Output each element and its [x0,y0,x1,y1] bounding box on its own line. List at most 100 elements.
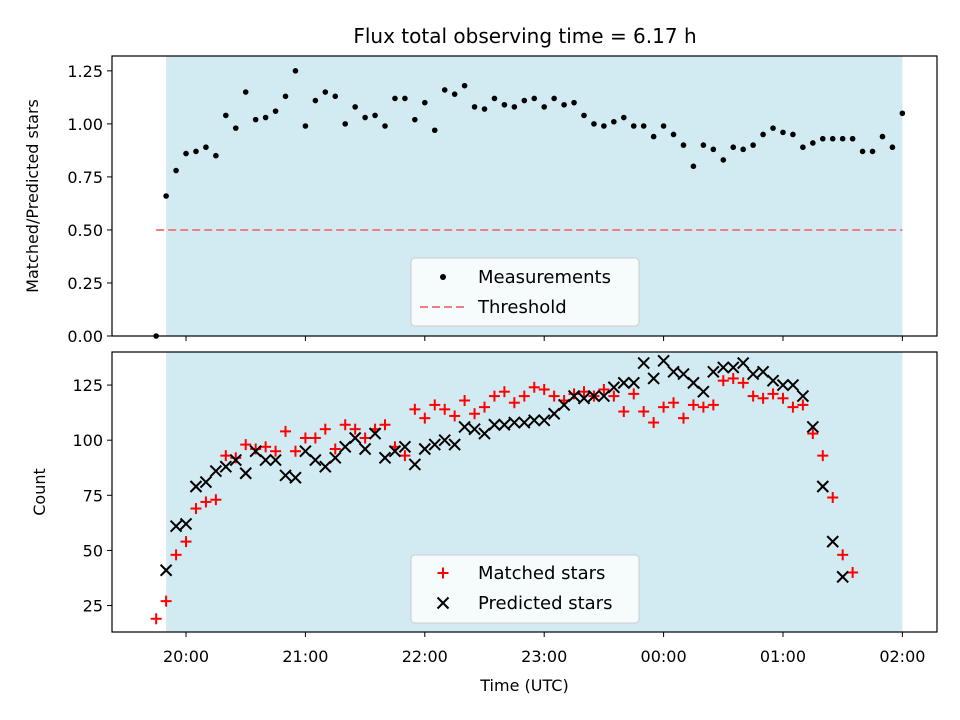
predicted-point [677,367,690,381]
predicted-point [707,365,720,379]
measurement-point [302,123,309,129]
predicted-point [647,372,660,385]
matched-point [538,383,550,395]
measurement-point [630,123,637,129]
measurement-point [780,129,786,136]
matched-point [717,375,729,387]
predicted-point [358,442,372,456]
measurement-point [431,127,438,134]
measurement-point [322,89,329,95]
measurement-point [521,97,528,104]
matched-point [807,428,819,440]
predicted-point [577,392,591,405]
measurement-point [412,116,418,123]
predicted-point [329,451,342,465]
ratio-legend-box [410,257,640,327]
measurement-point [720,157,727,163]
measurement-point [342,121,349,127]
matched-point [250,443,262,455]
matched-point [498,386,510,398]
matched-point [399,450,411,462]
predicted-point [518,416,531,429]
measurement-point [163,193,169,199]
predicted-point [697,385,710,398]
count-ytick-label: 75 [83,486,103,505]
legend-threshold-label: Threshold [477,297,567,318]
predicted-point [547,407,561,420]
xtick-label: 00:00 [641,647,687,666]
measurement-point [770,125,776,131]
predicted-point [289,471,302,484]
predicted-point [408,458,422,471]
count-ytick-label: 25 [83,597,103,616]
chart-title: Flux total observing time = 6.17 h [353,24,696,48]
predicted-point [746,367,760,381]
matched-point [379,419,391,431]
matched-point [488,390,500,402]
predicted-point [229,453,242,467]
matched-point [299,432,311,444]
measurement-point [203,144,209,151]
matched-point [289,445,301,457]
predicted-point [766,374,780,387]
count-ytick-label: 125 [72,376,103,395]
matched-point [648,417,660,429]
predicted-point [567,389,581,403]
measurement-point [382,123,388,129]
predicted-point [717,361,730,374]
matched-point [568,388,580,400]
legend-matched-label: Matched stars [478,563,605,584]
predicted-point [508,416,521,429]
measurement-point [611,118,617,125]
matched-point [628,388,640,400]
measurement-point [173,167,179,174]
measurement-point [700,142,707,148]
matched-point [200,496,212,508]
matched-point [817,450,829,462]
measurement-point [581,112,587,119]
matched-point [777,392,789,404]
measurement-point [889,144,896,151]
matched-point [190,503,202,515]
matched-point [737,377,749,389]
matched-point [727,372,739,384]
predicted-point [368,427,382,440]
measurement-point [660,123,667,129]
measurement-point [601,123,607,129]
predicted-point [637,356,650,370]
measurement-point [362,114,368,121]
legend-measurements-marker [440,274,446,280]
predicted-point [468,422,481,436]
measurement-point [392,95,398,102]
count-ytick-label: 50 [83,541,103,560]
matched-point [160,595,172,607]
measurement-point [252,116,259,123]
matched-point [270,445,282,457]
matched-point [578,386,590,398]
xtick-label: 21:00 [282,647,328,666]
matched-point [170,549,182,561]
measurement-point [879,133,886,140]
measurement-point [710,146,717,153]
matched-point [847,566,859,578]
predicted-point [796,389,810,403]
legend-plus [437,567,449,579]
matched-point [309,432,321,444]
predicted-point [528,414,541,427]
predicted-point [418,442,432,456]
legend-cross [436,596,450,610]
predicted-point [458,420,471,434]
matched-point [180,536,192,548]
measurement-point [372,112,378,119]
measurement-point [491,95,498,102]
ratio-legend: Measurements Threshold [410,257,640,327]
measurement-point [451,91,458,97]
predicted-point [169,519,183,533]
measurement-point [849,135,856,142]
matched-point [638,406,650,418]
predicted-point [667,365,680,379]
measurement-point [839,135,846,142]
matched-point [797,399,809,411]
matched-point [837,549,849,561]
predicted-point [319,460,332,473]
